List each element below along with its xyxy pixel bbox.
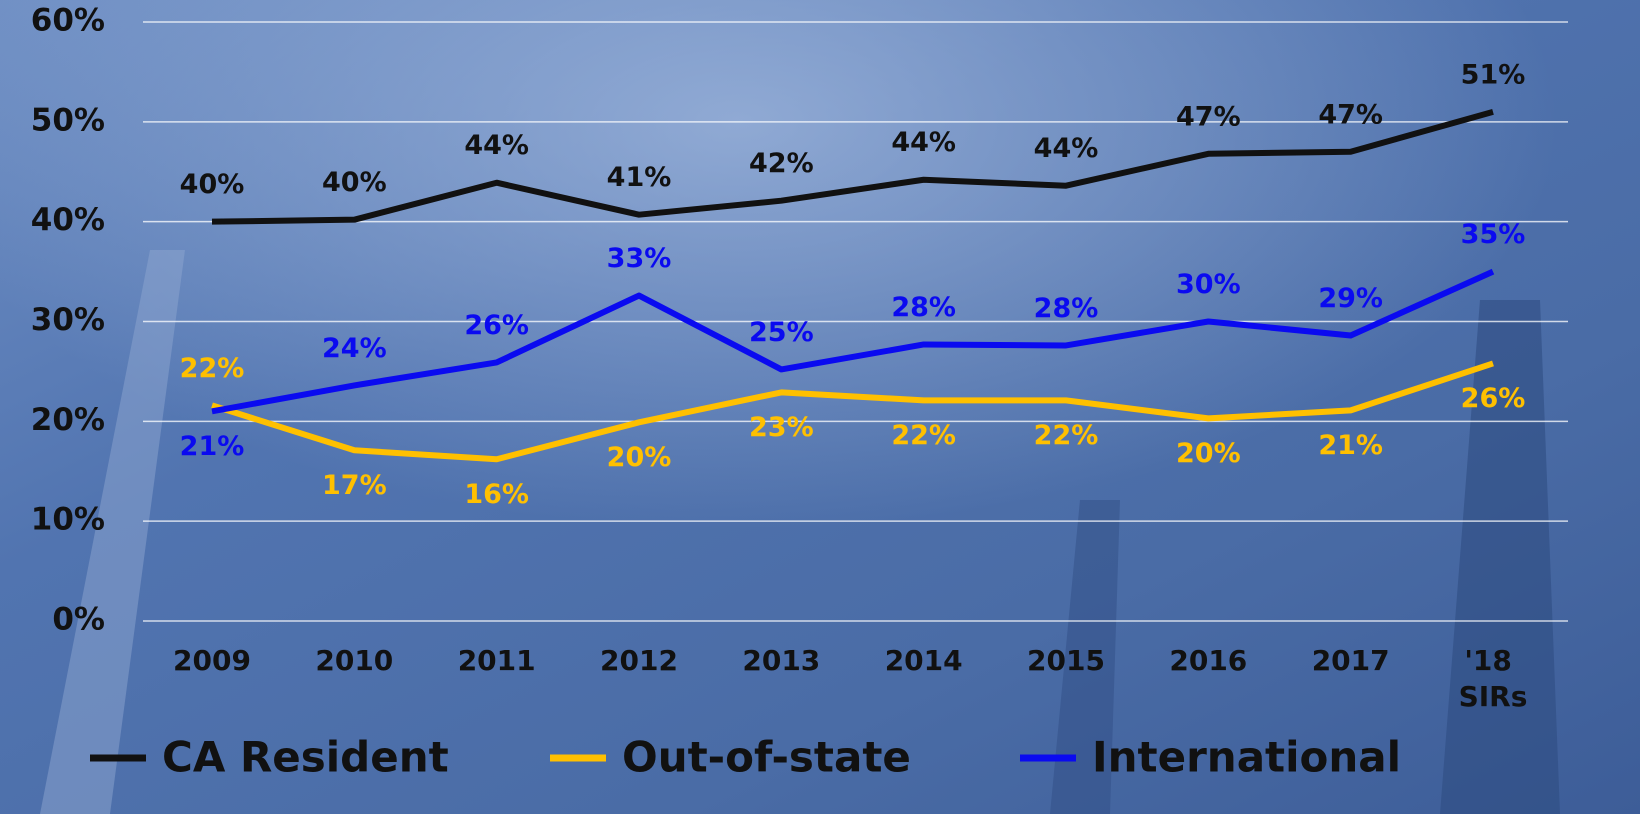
y-tick-label: 50%: [31, 102, 105, 138]
x-tick-label: 2010: [315, 644, 393, 677]
data-label: 23%: [749, 412, 814, 443]
data-label: 17%: [322, 470, 387, 501]
data-label: 21%: [1318, 430, 1383, 461]
data-label: 44%: [891, 127, 956, 158]
data-label: 29%: [1318, 283, 1383, 314]
data-label: 26%: [1461, 383, 1526, 414]
data-label: 51%: [1461, 59, 1526, 90]
x-tick-label: 2012: [600, 644, 678, 677]
data-label: 28%: [891, 292, 956, 323]
data-label: 24%: [322, 333, 387, 364]
data-label: 28%: [1034, 293, 1099, 324]
y-tick-label: 40%: [31, 202, 105, 238]
data-label: 22%: [1034, 420, 1099, 451]
chart: 0% 10% 20% 30% 40% 50% 60% 2009 2010 2011 2012 2013…: [0, 0, 1640, 814]
legend-label: Out-of-state: [622, 733, 911, 782]
data-label: 44%: [464, 130, 529, 161]
data-label: 16%: [464, 479, 529, 510]
x-tick-label: 2011: [458, 644, 536, 677]
x-tick-label: 2013: [742, 644, 820, 677]
data-label: 44%: [1034, 133, 1099, 164]
data-label: 40%: [180, 169, 245, 200]
x-tick-label: 2016: [1169, 644, 1247, 677]
data-label: 22%: [180, 353, 245, 384]
data-label: 30%: [1176, 269, 1241, 300]
x-tick-label: 2015: [1027, 644, 1105, 677]
data-label: 40%: [322, 167, 387, 198]
data-label: 21%: [180, 431, 245, 462]
data-label: 47%: [1318, 99, 1383, 130]
data-label: 20%: [1176, 438, 1241, 469]
legend-label: CA Resident: [162, 733, 449, 782]
data-label: 42%: [749, 148, 814, 179]
y-tick-label: 60%: [31, 3, 105, 39]
data-label: 35%: [1461, 219, 1526, 250]
x-tick-label: 2014: [885, 644, 963, 677]
legend-label: International: [1092, 733, 1401, 782]
data-label: 26%: [464, 310, 529, 341]
data-label: 20%: [607, 442, 672, 473]
y-tick-label: 10%: [31, 502, 105, 538]
data-label: 33%: [607, 243, 672, 274]
data-label: 22%: [891, 420, 956, 451]
y-tick-label: 30%: [31, 302, 105, 338]
data-label: 25%: [749, 317, 814, 348]
x-tick-label: 2009: [173, 644, 251, 677]
x-tick-label: 2017: [1312, 644, 1390, 677]
data-label: 47%: [1176, 101, 1241, 132]
y-tick-label: 20%: [31, 402, 105, 438]
y-tick-label: 0%: [52, 602, 105, 638]
data-label: 41%: [607, 162, 672, 193]
